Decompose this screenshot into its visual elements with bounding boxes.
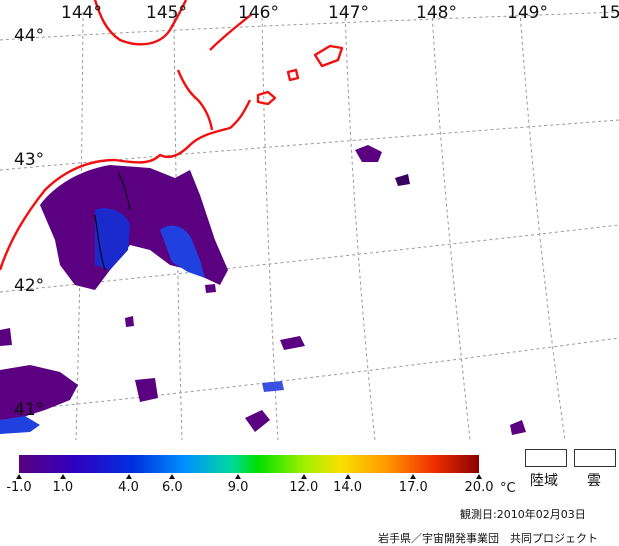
colorbar-tick-mark [235, 474, 242, 479]
land-legend-box [525, 449, 567, 467]
colorbar-tick-mark [59, 474, 66, 479]
parallel-44 [0, 11, 619, 41]
meridian-149 [519, 11, 566, 441]
colorbar-tick-label: 17.0 [398, 480, 428, 495]
parallel-43 [0, 119, 619, 171]
latitude-label-41: 41° [14, 400, 45, 420]
longitude-label-147: 147° [328, 3, 369, 23]
sst-patch-mid-1 [280, 336, 305, 350]
contour-1 [117, 171, 131, 211]
sst-patch-mid-2 [0, 328, 12, 346]
sst-patch-south-2 [262, 381, 284, 392]
longitude-label-145: 145° [146, 3, 187, 23]
meridian-146 [261, 11, 279, 441]
longitude-label-150: 15 [599, 3, 619, 23]
meridian-147 [344, 11, 376, 441]
coastline-etorofu [209, 13, 253, 51]
longitude-label-146: 146° [238, 3, 279, 23]
colorbar-tick-mark [169, 474, 176, 479]
sst-patch-southwest [0, 365, 78, 420]
colorbar-tick-label: 1.0 [52, 480, 74, 495]
sst-patch-blue-2 [95, 208, 130, 270]
sst-patch-south-1 [135, 378, 158, 402]
observation-date: 観測日:2010年02月03日 [460, 508, 586, 521]
colorbar-tick-mark [344, 474, 351, 479]
latitude-label-43: 43° [14, 150, 45, 170]
coastline-island-3 [286, 68, 300, 82]
latitude-label-44: 44° [14, 26, 45, 46]
coastline-island-1 [256, 90, 277, 106]
parallel-41 [0, 337, 619, 413]
meridian-144 [75, 11, 84, 441]
sst-patches [0, 145, 526, 435]
sst-patch-south-4 [510, 420, 526, 435]
colorbar-tick-mark [300, 474, 307, 479]
sst-patch-east-2 [395, 174, 410, 186]
colorbar-tick-label: 9.0 [227, 480, 249, 495]
colorbar-tick-mark [476, 474, 482, 479]
colorbar-tick-mark [125, 474, 132, 479]
colorbar-tick-label: 6.0 [161, 480, 183, 495]
colorbar-unit: °C [500, 481, 516, 496]
coastline [0, 0, 344, 271]
sst-patch-east [355, 145, 382, 162]
cloud-legend-label: 雲 [587, 473, 601, 489]
colorbar-tick-mark [410, 474, 417, 479]
latitude-label-42: 42° [14, 276, 45, 296]
coastline-island-2 [313, 44, 344, 68]
coastline-hokkaido-south [0, 99, 252, 271]
colorbar-tick-label: 12.0 [289, 480, 319, 495]
cloud-legend-box [574, 449, 616, 467]
colorbar-tick-label: 4.0 [118, 480, 139, 495]
longitude-label-144: 144° [61, 3, 102, 23]
colorbar-tick-mark [16, 474, 22, 479]
sst-patch-mid-3 [125, 316, 134, 327]
land-legend-label: 陸域 [530, 473, 558, 489]
colorbar-tick-label: 20.0 [464, 480, 494, 495]
sst-contours [94, 171, 131, 271]
sst-patch-mid-4 [205, 284, 216, 293]
colorbar-tick-label: -1.0 [6, 480, 32, 495]
sst-colorbar [19, 455, 479, 473]
meridian-148 [431, 11, 471, 441]
coastline-hokkaido-east [93, 0, 188, 46]
meridian-145 [173, 11, 183, 441]
longitude-label-148: 148° [416, 3, 457, 23]
coastline-kunashiri [176, 69, 214, 131]
longitude-label-149: 149° [507, 3, 548, 23]
contour-2 [94, 214, 106, 271]
sst-patch-blue [160, 225, 205, 278]
colorbar-tick-label: 14.0 [333, 480, 363, 495]
sst-patch-south-3 [245, 410, 270, 432]
graticule-meridians [75, 11, 566, 441]
sst-patch-southwest-blue [0, 416, 40, 434]
credit-line: 岩手県／宇宙開発事業団 共同プロジェクト [378, 532, 598, 545]
